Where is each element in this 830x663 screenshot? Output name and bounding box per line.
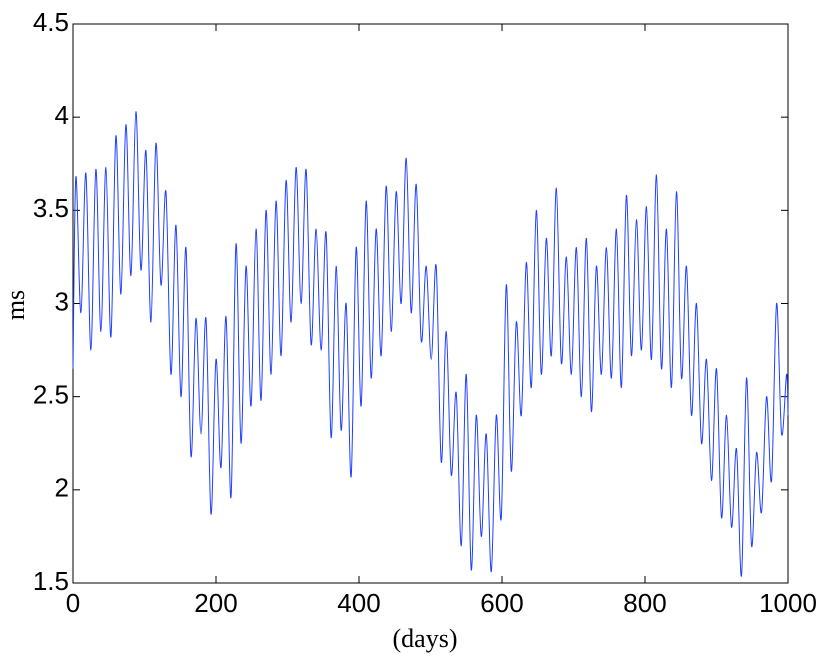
y-tick-label: 3.5 — [33, 193, 69, 223]
y-tick-label: 2.5 — [33, 380, 69, 410]
y-tick-label: 4 — [55, 100, 69, 130]
data-line — [72, 111, 789, 577]
x-tick-label: 800 — [623, 588, 666, 618]
y-tick-label: 4.5 — [33, 7, 69, 37]
x-tick-label: 200 — [194, 588, 237, 618]
y-tick-label: 3 — [55, 286, 69, 316]
y-tick-label: 1.5 — [33, 566, 69, 596]
x-tick-label: 0 — [66, 588, 80, 618]
y-axis-label: ms — [1, 290, 30, 320]
y-tick-label: 2 — [55, 473, 69, 503]
plot-frame — [72, 23, 789, 584]
x-tick-label: 600 — [480, 588, 523, 618]
x-tick-label: 400 — [337, 588, 380, 618]
x-tick-label: 1000 — [759, 588, 817, 618]
x-axis-label: (days) — [393, 624, 458, 653]
